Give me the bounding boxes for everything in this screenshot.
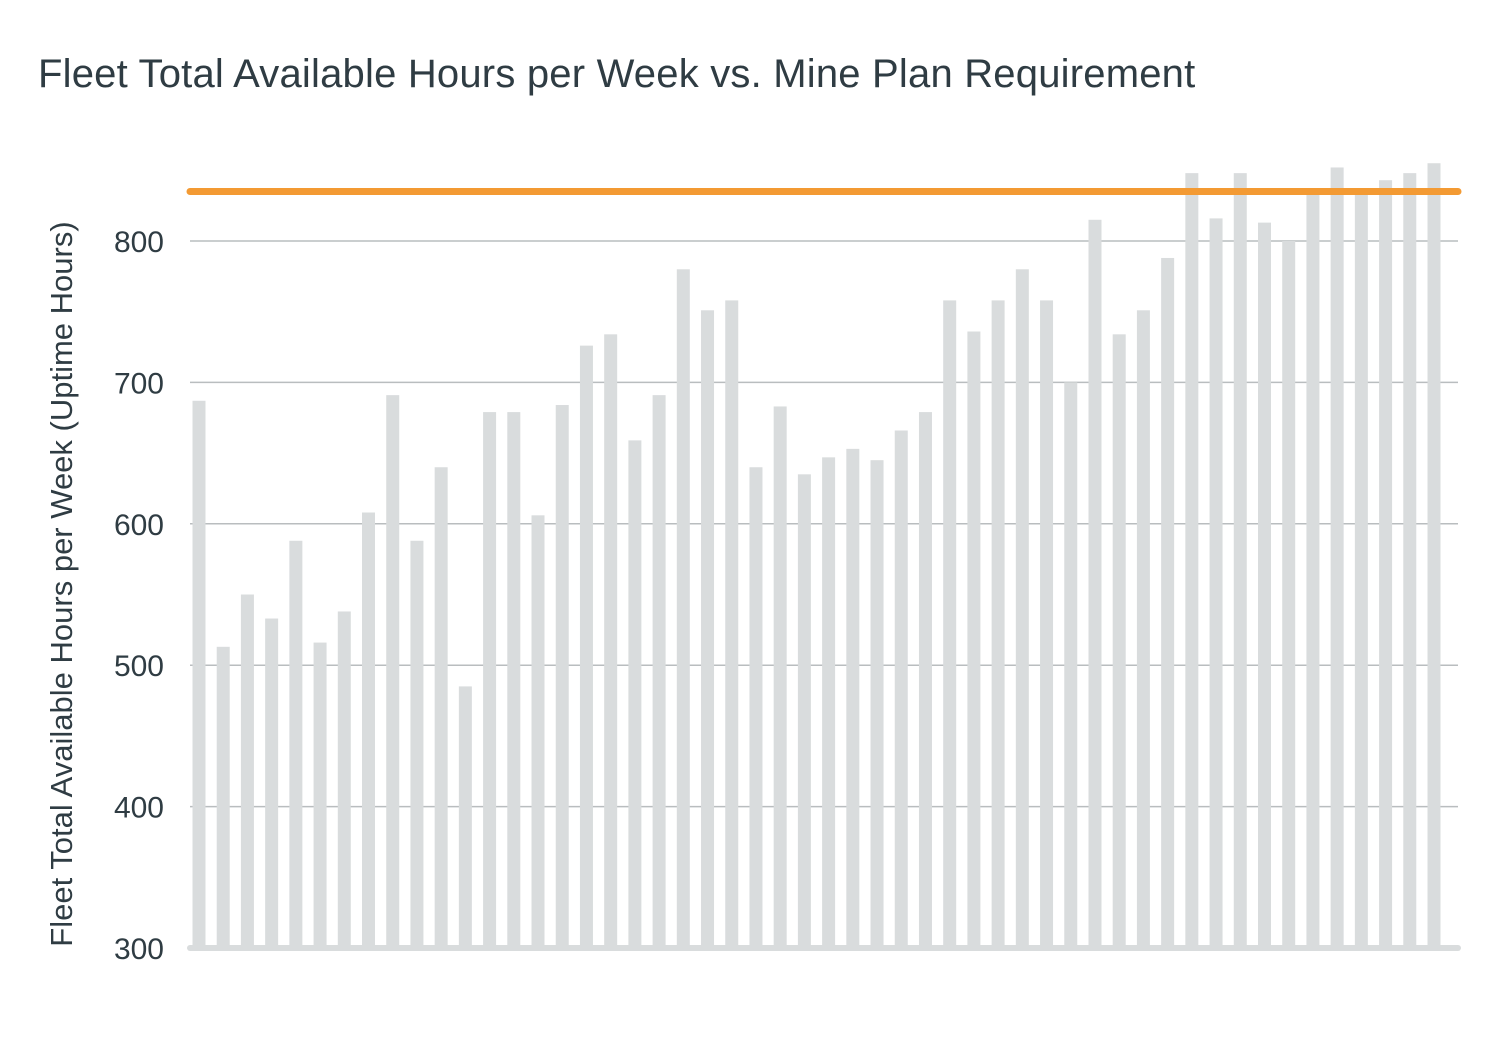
bar (1379, 180, 1393, 948)
bar (265, 618, 279, 948)
bar (507, 412, 521, 949)
bar (1306, 190, 1320, 949)
bar (192, 400, 206, 948)
bar (1403, 173, 1417, 948)
bar (1136, 310, 1150, 948)
bar (458, 686, 472, 948)
bar (918, 412, 932, 949)
bar (846, 448, 860, 948)
bar (894, 430, 908, 949)
bar (943, 300, 957, 948)
bar (773, 406, 787, 948)
bar (652, 395, 666, 948)
bar (725, 300, 739, 948)
bar (604, 334, 618, 948)
bar (531, 515, 545, 948)
y-tick-label: 600 (114, 509, 164, 542)
bar (289, 540, 303, 948)
bar (967, 331, 981, 948)
bar (1209, 218, 1223, 948)
bar (676, 269, 690, 948)
bar (749, 467, 763, 948)
chart-title: Fleet Total Available Hours per Week vs.… (38, 52, 1196, 96)
bar (1282, 241, 1296, 948)
y-tick-label: 700 (114, 367, 164, 400)
bar (1257, 222, 1271, 948)
bars (187, 163, 1461, 951)
bar (434, 467, 448, 948)
bar (410, 540, 424, 948)
bar (1088, 219, 1102, 949)
bar (1040, 300, 1054, 948)
bar (1112, 334, 1126, 948)
bar (1015, 269, 1029, 948)
y-axis-label: Fleet Total Available Hours per Week (Up… (44, 221, 79, 946)
bar (991, 300, 1005, 948)
bar (1185, 173, 1199, 948)
y-tick-label: 300 (114, 933, 164, 966)
y-tick-labels: 300 400 500 600 700 800 (114, 226, 164, 966)
bar (701, 310, 715, 948)
bar (386, 395, 400, 948)
bar (313, 642, 327, 948)
bar (1330, 167, 1344, 949)
bar (1064, 382, 1078, 948)
y-tick-label: 400 (114, 792, 164, 825)
y-tick-label: 800 (114, 226, 164, 259)
bar (579, 345, 593, 948)
bar (870, 460, 884, 948)
bar (1354, 190, 1368, 949)
bar (1161, 257, 1175, 949)
bar (216, 646, 230, 948)
bar (362, 512, 376, 948)
bar (337, 611, 351, 948)
bar (822, 457, 836, 948)
bar (797, 474, 811, 948)
bar (1233, 173, 1247, 948)
y-tick-label: 500 (114, 650, 164, 683)
bar (628, 440, 642, 948)
bar (1427, 163, 1441, 949)
bar (240, 594, 254, 948)
bar (483, 412, 497, 949)
bar (555, 405, 569, 948)
